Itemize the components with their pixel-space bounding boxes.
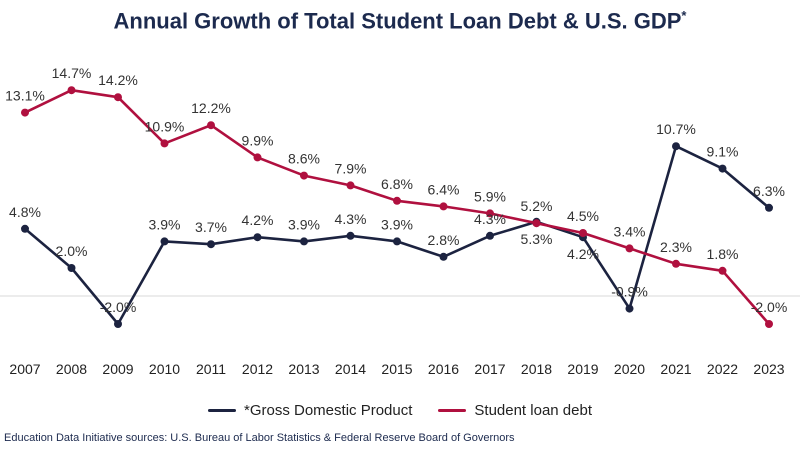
data-point-student-loan	[672, 259, 680, 268]
data-point-student-loan	[439, 202, 448, 211]
chart-title: Annual Growth of Total Student Loan Debt…	[0, 8, 800, 34]
data-point-gdp	[486, 231, 494, 240]
x-tick-label: 2011	[196, 361, 226, 377]
x-tick-label: 2019	[567, 361, 598, 377]
x-tick-label: 2021	[660, 361, 691, 377]
data-label-student-loan: 5.9%	[474, 188, 506, 204]
line-chart: 2007 2008 2009 2010 2011 2012 2013 2014 2015 2016…	[0, 65, 800, 377]
data-point-gdp	[253, 233, 262, 242]
x-tick-label: 2020	[614, 361, 645, 377]
data-label-gdp: 3.9%	[381, 216, 413, 232]
data-point-student-loan	[160, 139, 169, 148]
data-label-gdp: 3.7%	[195, 219, 227, 235]
legend-item-student-loan[interactable]: Student loan debt	[438, 402, 592, 419]
data-label-student-loan: 6.8%	[381, 176, 413, 192]
data-label-student-loan: 4.5%	[567, 208, 599, 224]
x-tick-label: 2018	[521, 361, 552, 377]
data-point-gdp	[718, 164, 727, 173]
data-point-gdp	[114, 320, 122, 328]
data-point-student-loan	[67, 86, 76, 95]
data-label-student-loan: 3.4%	[614, 223, 646, 239]
x-tick-label: 2014	[335, 361, 366, 377]
legend-swatch-gdp	[208, 409, 236, 412]
chart-title-text: Annual Growth of Total Student Loan Debt…	[113, 8, 682, 34]
x-tick-label: 2010	[149, 361, 180, 377]
data-label-gdp: 3.9%	[288, 216, 320, 232]
legend: *Gross Domestic Product Student loan deb…	[0, 402, 800, 419]
data-point-gdp	[207, 240, 215, 249]
data-label-student-loan: 13.1%	[5, 88, 45, 104]
data-point-student-loan	[393, 196, 401, 205]
data-point-gdp	[300, 237, 308, 246]
data-label-gdp: 3.9%	[149, 216, 181, 232]
data-point-student-loan	[253, 153, 262, 162]
data-point-student-loan	[532, 219, 541, 228]
data-label-gdp: 10.7%	[656, 121, 696, 137]
data-label-student-loan: 14.7%	[52, 65, 92, 81]
series-line-gdp	[24, 144, 770, 326]
data-label-student-loan: 6.4%	[428, 181, 460, 197]
data-point-gdp	[439, 252, 448, 261]
data-label-student-loan: 9.9%	[242, 132, 274, 148]
data-label-student-loan: 10.9%	[145, 118, 185, 134]
x-tick-label: 2008	[56, 361, 87, 377]
data-label-gdp: -0.9%	[611, 284, 648, 300]
legend-item-gdp[interactable]: *Gross Domestic Product	[208, 402, 412, 419]
source-note: Education Data Initiative sources: U.S. …	[4, 432, 515, 444]
data-label-gdp: -2.0%	[100, 299, 137, 315]
data-point-student-loan	[625, 244, 634, 253]
data-label-student-loan: 2.3%	[660, 239, 692, 255]
x-tick-label: 2023	[753, 361, 784, 377]
data-label-gdp: 2.0%	[56, 243, 88, 259]
data-label-gdp: 4.8%	[9, 204, 41, 220]
data-label-gdp: 2.8%	[428, 232, 460, 248]
chart-title-mark: *	[681, 8, 687, 23]
data-point-student-loan	[486, 209, 494, 218]
data-label-gdp: 4.3%	[335, 211, 367, 227]
x-tick-label: 2013	[288, 361, 319, 377]
data-point-gdp	[67, 264, 76, 272]
data-label-student-loan: 12.2%	[191, 100, 231, 116]
data-label-student-loan: 14.2%	[98, 72, 138, 88]
x-tick-label: 2007	[9, 361, 40, 377]
data-point-student-loan	[300, 171, 308, 180]
x-tick-label: 2009	[102, 361, 133, 377]
x-tick-label: 2017	[474, 361, 505, 377]
legend-swatch-student-loan	[438, 409, 467, 412]
data-point-student-loan	[21, 108, 29, 117]
legend-label-gdp: *Gross Domestic Product	[244, 402, 413, 419]
data-point-student-loan	[346, 181, 355, 190]
legend-label-student-loan: Student loan debt	[474, 402, 592, 419]
data-label-student-loan: 8.6%	[288, 151, 320, 167]
data-label-student-loan: 5.2%	[521, 198, 553, 214]
data-label-gdp: 4.2%	[567, 246, 599, 262]
data-point-gdp	[625, 304, 634, 313]
x-tick-label: 2022	[707, 361, 738, 377]
data-point-gdp	[672, 142, 680, 151]
data-label-gdp: 5.3%	[521, 231, 553, 247]
data-point-student-loan	[579, 229, 587, 237]
data-label-gdp: 9.1%	[707, 144, 739, 160]
data-label-student-loan: 1.8%	[707, 246, 739, 262]
data-point-student-loan	[114, 93, 122, 102]
data-point-student-loan	[765, 320, 773, 328]
data-point-gdp	[346, 231, 355, 240]
data-label-gdp: 4.3%	[474, 211, 506, 227]
data-point-gdp	[765, 203, 773, 212]
data-point-student-loan	[718, 266, 727, 275]
data-label-student-loan: 7.9%	[335, 160, 367, 176]
data-label-gdp: 4.2%	[242, 212, 274, 228]
data-point-gdp	[393, 237, 401, 246]
data-point-gdp	[160, 237, 169, 246]
data-label-student-loan: -2.0%	[751, 299, 788, 315]
data-point-student-loan	[207, 121, 215, 130]
x-tick-label: 2016	[428, 361, 459, 377]
data-point-gdp	[21, 224, 29, 233]
x-tick-label: 2015	[381, 361, 412, 377]
data-label-gdp: 6.3%	[753, 183, 785, 199]
x-tick-label: 2012	[242, 361, 273, 377]
